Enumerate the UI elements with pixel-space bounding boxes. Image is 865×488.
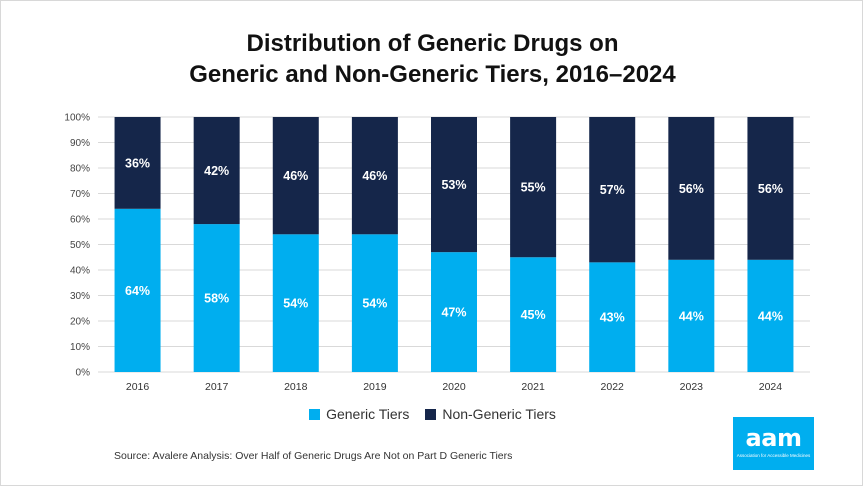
data-label-non-generic: 56% [679,182,704,196]
data-label-non-generic: 53% [441,178,466,192]
data-label-non-generic: 46% [362,169,387,183]
y-tick-label: 100% [64,113,90,124]
y-tick-label: 0% [76,368,91,379]
y-tick-label: 80% [70,164,90,175]
legend-swatch-non-generic [425,408,437,420]
source-note: Source: Avalere Analysis: Over Half of G… [114,450,513,462]
legend-item-generic: Generic Tiers [309,406,409,422]
x-tick-label: 2024 [759,381,783,393]
bar-non-generic-2022 [589,117,636,263]
data-label-generic: 44% [679,309,704,323]
bar-generic-2019 [351,234,398,372]
legend-label-generic: Generic Tiers [326,406,410,422]
y-tick-label: 60% [70,215,90,226]
x-tick-label: 2020 [442,381,466,393]
data-label-non-generic: 42% [204,164,229,178]
x-tick-label: 2017 [205,381,229,393]
chart-title: Distribution of Generic Drugs on Generic… [0,28,865,90]
bar-non-generic-2019 [351,117,398,235]
data-label-non-generic: 56% [758,182,783,196]
legend-label-non-generic: Non-Generic Tiers [442,406,556,422]
x-tick-label: 2019 [363,381,387,393]
y-tick-label: 10% [70,342,90,353]
bar-generic-2024 [747,259,794,372]
data-label-generic: 43% [600,311,625,325]
data-label-generic: 54% [362,297,387,311]
x-tick-label: 2022 [601,381,625,393]
bar-generic-2018 [272,234,319,372]
bar-non-generic-2021 [510,117,557,258]
logo-wordmark: aam [745,424,802,452]
data-label-generic: 58% [204,292,229,306]
y-tick-label: 40% [70,266,90,277]
logo-tagline: Association for Accessible Medicines [736,453,811,458]
bar-generic-2022 [589,262,636,372]
chart-title-line-1: Distribution of Generic Drugs on [246,30,619,57]
bar-generic-2023 [668,259,715,372]
bar-generic-2017 [193,224,240,372]
bar-generic-2016 [114,208,161,372]
bar-non-generic-2017 [193,117,240,225]
bar-generic-2021 [510,257,557,372]
data-label-non-generic: 55% [521,181,546,195]
data-label-non-generic: 36% [125,156,150,170]
legend-item-non-generic: Non-Generic Tiers [425,406,556,422]
data-label-generic: 64% [125,284,150,298]
data-label-non-generic: 46% [283,169,308,183]
bar-generic-2020 [431,252,477,372]
aam-logo: aam Association for Accessible Medicines [733,417,814,470]
y-tick-label: 50% [70,240,90,251]
x-tick-label: 2016 [126,381,150,393]
x-tick-label: 2021 [521,381,545,393]
x-tick-label: 2023 [680,381,704,393]
data-label-generic: 44% [758,309,783,323]
chart-title-line-2: Generic and Non-Generic Tiers, 2016–2024 [189,61,676,88]
bar-non-generic-2018 [272,117,319,235]
bar-non-generic-2024 [747,117,794,260]
data-label-generic: 54% [283,297,308,311]
x-tick-label: 2018 [284,381,308,393]
data-label-generic: 47% [441,306,466,320]
data-label-generic: 45% [521,308,546,322]
y-tick-label: 90% [70,138,90,149]
bar-non-generic-2023 [668,117,715,260]
chart-legend: Generic Tiers Non-Generic Tiers [0,406,865,422]
bar-non-generic-2016 [114,117,161,209]
data-label-non-generic: 57% [600,183,625,197]
bar-non-generic-2020 [431,117,477,253]
y-tick-label: 30% [70,291,90,302]
y-tick-label: 70% [70,189,90,200]
y-tick-label: 20% [70,317,90,328]
legend-swatch-generic [309,408,321,420]
